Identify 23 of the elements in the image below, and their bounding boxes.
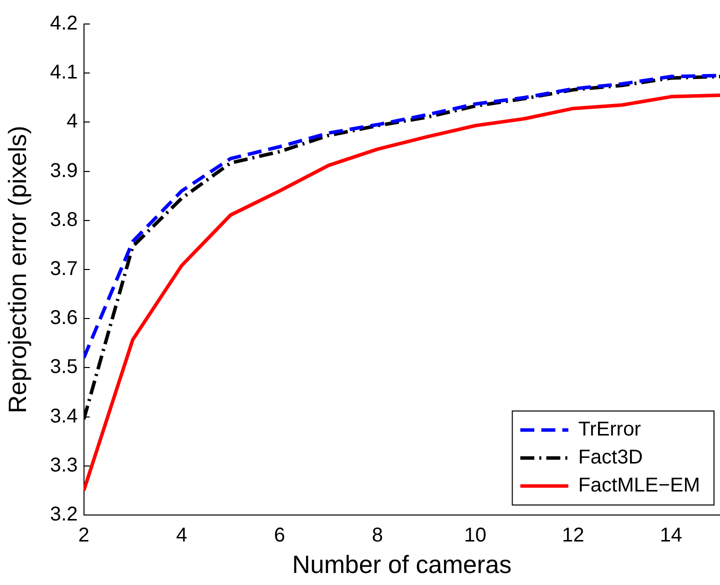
y-tick-label: 4.2 bbox=[50, 12, 78, 35]
y-tick-label: 4 bbox=[66, 110, 78, 133]
x-tick-label: 6 bbox=[274, 524, 286, 547]
x-tick-label: 2 bbox=[78, 524, 90, 547]
x-tick-label: 10 bbox=[464, 524, 486, 547]
y-tick-label: 3.3 bbox=[50, 454, 78, 476]
y-tick-label: 3.5 bbox=[50, 356, 78, 378]
y-tick-label: 3.6 bbox=[50, 307, 78, 330]
legend-label: TrError bbox=[578, 418, 642, 441]
x-tick-label: 12 bbox=[562, 524, 584, 547]
y-tick-label: 3.4 bbox=[50, 405, 78, 428]
x-tick-label: 8 bbox=[372, 524, 383, 547]
legend-label: FactMLE−EM bbox=[578, 474, 700, 497]
x-axis-title: Number of cameras bbox=[292, 550, 512, 579]
y-tick-label: 3.8 bbox=[50, 208, 78, 231]
y-tick-label: 3.2 bbox=[50, 504, 78, 526]
y-axis-title: Reprojection error (pixels) bbox=[4, 126, 32, 414]
x-tick-label: 14 bbox=[660, 524, 682, 547]
y-tick-label: 4.1 bbox=[50, 62, 78, 84]
legend-label: Fact3D bbox=[578, 446, 643, 469]
y-tick-label: 3.7 bbox=[50, 258, 78, 280]
y-tick-label: 3.9 bbox=[50, 160, 78, 182]
x-tick-label: 4 bbox=[176, 524, 188, 547]
